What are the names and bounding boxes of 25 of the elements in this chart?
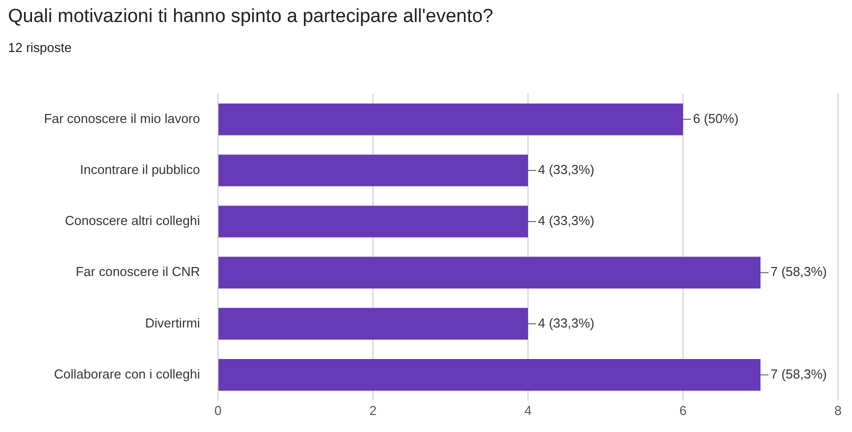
data-label: 4 (33,3%) <box>538 315 594 330</box>
bar <box>218 154 528 186</box>
bar <box>218 256 760 288</box>
x-tick-label: 6 <box>679 402 687 418</box>
x-tick-label: 4 <box>524 402 532 418</box>
chart-title: Quali motivazioni ti hanno spinto a partecipare all'evento? <box>8 6 494 28</box>
bar <box>218 359 760 391</box>
y-tick-label: Collaborare con i colleghi <box>54 366 200 382</box>
data-label: 4 (33,3%) <box>538 162 594 178</box>
data-label: 7 (58,3%) <box>770 264 827 280</box>
text: 12 risposte <box>8 40 72 55</box>
y-tick-label: Incontrare il pubblico <box>80 162 200 178</box>
data-label: 4 (33,3%) <box>538 213 594 228</box>
bar <box>218 308 528 340</box>
y-tick-label: Conoscere altri colleghi <box>64 213 200 228</box>
bar <box>218 104 683 136</box>
x-tick-label: 2 <box>369 402 377 418</box>
data-label: 6 (50%) <box>693 110 739 126</box>
y-tick-label: Divertirmi <box>145 315 200 330</box>
x-tick-label: 0 <box>214 402 222 418</box>
x-tick-label: 8 <box>834 402 842 418</box>
data-label: 7 (58,3%) <box>770 366 827 382</box>
y-tick-label: Far conoscere il CNR <box>76 264 200 280</box>
bar <box>218 206 528 238</box>
y-tick-label: Far conoscere il mio lavoro <box>44 110 200 126</box>
